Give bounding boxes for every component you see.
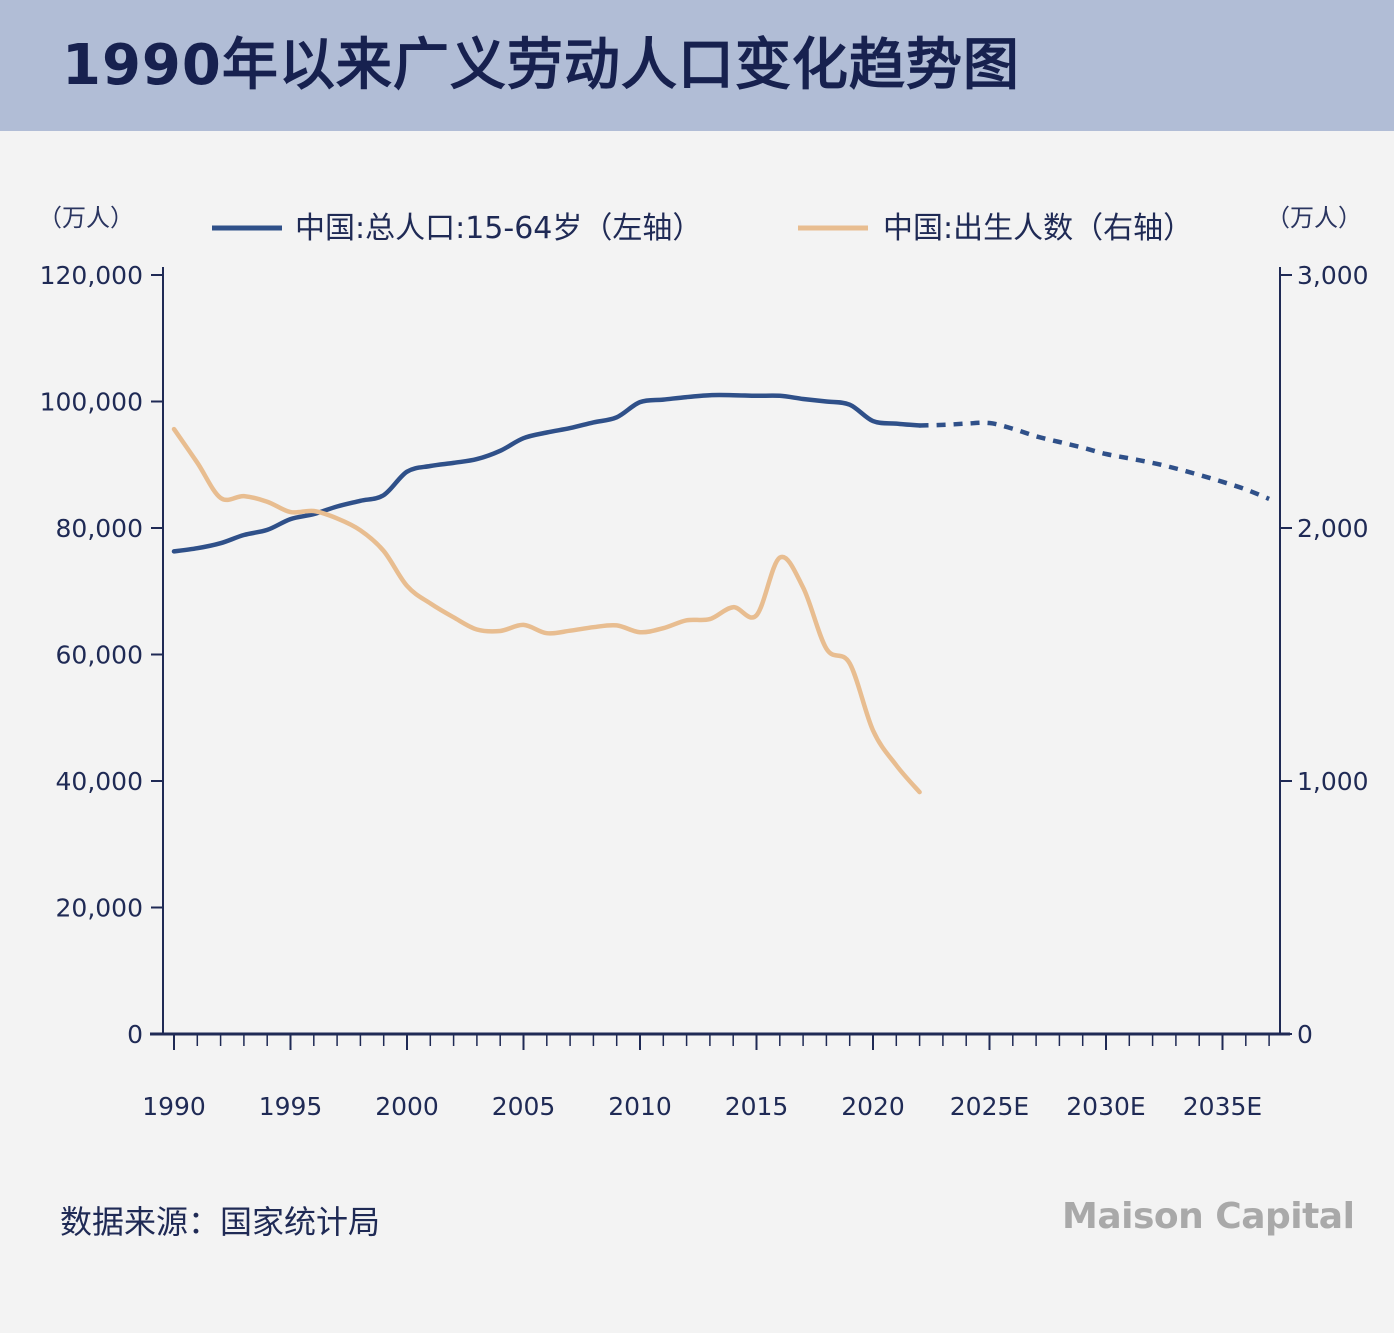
left-tick-label: 120,000 [40, 261, 143, 290]
right-tick-label: 3,000 [1297, 261, 1369, 290]
brand-logo: Maison Capital [1062, 1196, 1355, 1237]
births-line [171, 426, 922, 795]
chart-title: 1990年以来广义劳动人口变化趋势图 [62, 33, 1020, 98]
x-tick-label: 2030E [1066, 1092, 1145, 1121]
right-tick-label: 2,000 [1297, 514, 1369, 543]
x-tick-label: 2025E [950, 1092, 1029, 1121]
left-tick-label: 60,000 [56, 641, 143, 670]
x-tick-label: 2000 [375, 1092, 439, 1121]
x-tick-label: 1990 [142, 1092, 206, 1121]
x-tick-label: 2015 [725, 1092, 789, 1121]
left-tick-label: 0 [127, 1020, 143, 1049]
right-tick-label: 0 [1297, 1020, 1313, 1049]
legend: 中国:总人口:15-64岁（左轴） 中国:出生人数（右轴） [212, 211, 1193, 246]
right-axis-unit: （万人） [1266, 204, 1362, 232]
title-bar: 1990年以来广义劳动人口变化趋势图 [0, 0, 1394, 131]
x-tick-label: 2020 [841, 1092, 905, 1121]
right-tick-label: 1,000 [1297, 767, 1369, 796]
data-source: 数据来源：国家统计局 [60, 1203, 381, 1241]
axes: 0 20,000 40,000 60,000 80,000 100,000 120,000 0… [40, 261, 1369, 1121]
legend-label-workforce: 中国:总人口:15-64岁（左轴） [295, 211, 702, 246]
left-tick-label: 100,000 [40, 388, 143, 417]
left-tick-label: 40,000 [56, 767, 143, 796]
legend-label-births: 中国:出生人数（右轴） [883, 211, 1193, 246]
workforce-projection-line [919, 420, 1270, 501]
x-tick-label: 2005 [492, 1092, 556, 1121]
left-tick-label: 80,000 [56, 514, 143, 543]
x-tick-label: 2010 [608, 1092, 672, 1121]
left-tick-label: 20,000 [56, 894, 143, 923]
x-tick-label: 1995 [259, 1092, 323, 1121]
left-axis-unit: （万人） [38, 204, 134, 232]
plot-area [171, 392, 1270, 795]
x-tick-label: 2035E [1183, 1092, 1262, 1121]
workforce-line [171, 392, 922, 554]
